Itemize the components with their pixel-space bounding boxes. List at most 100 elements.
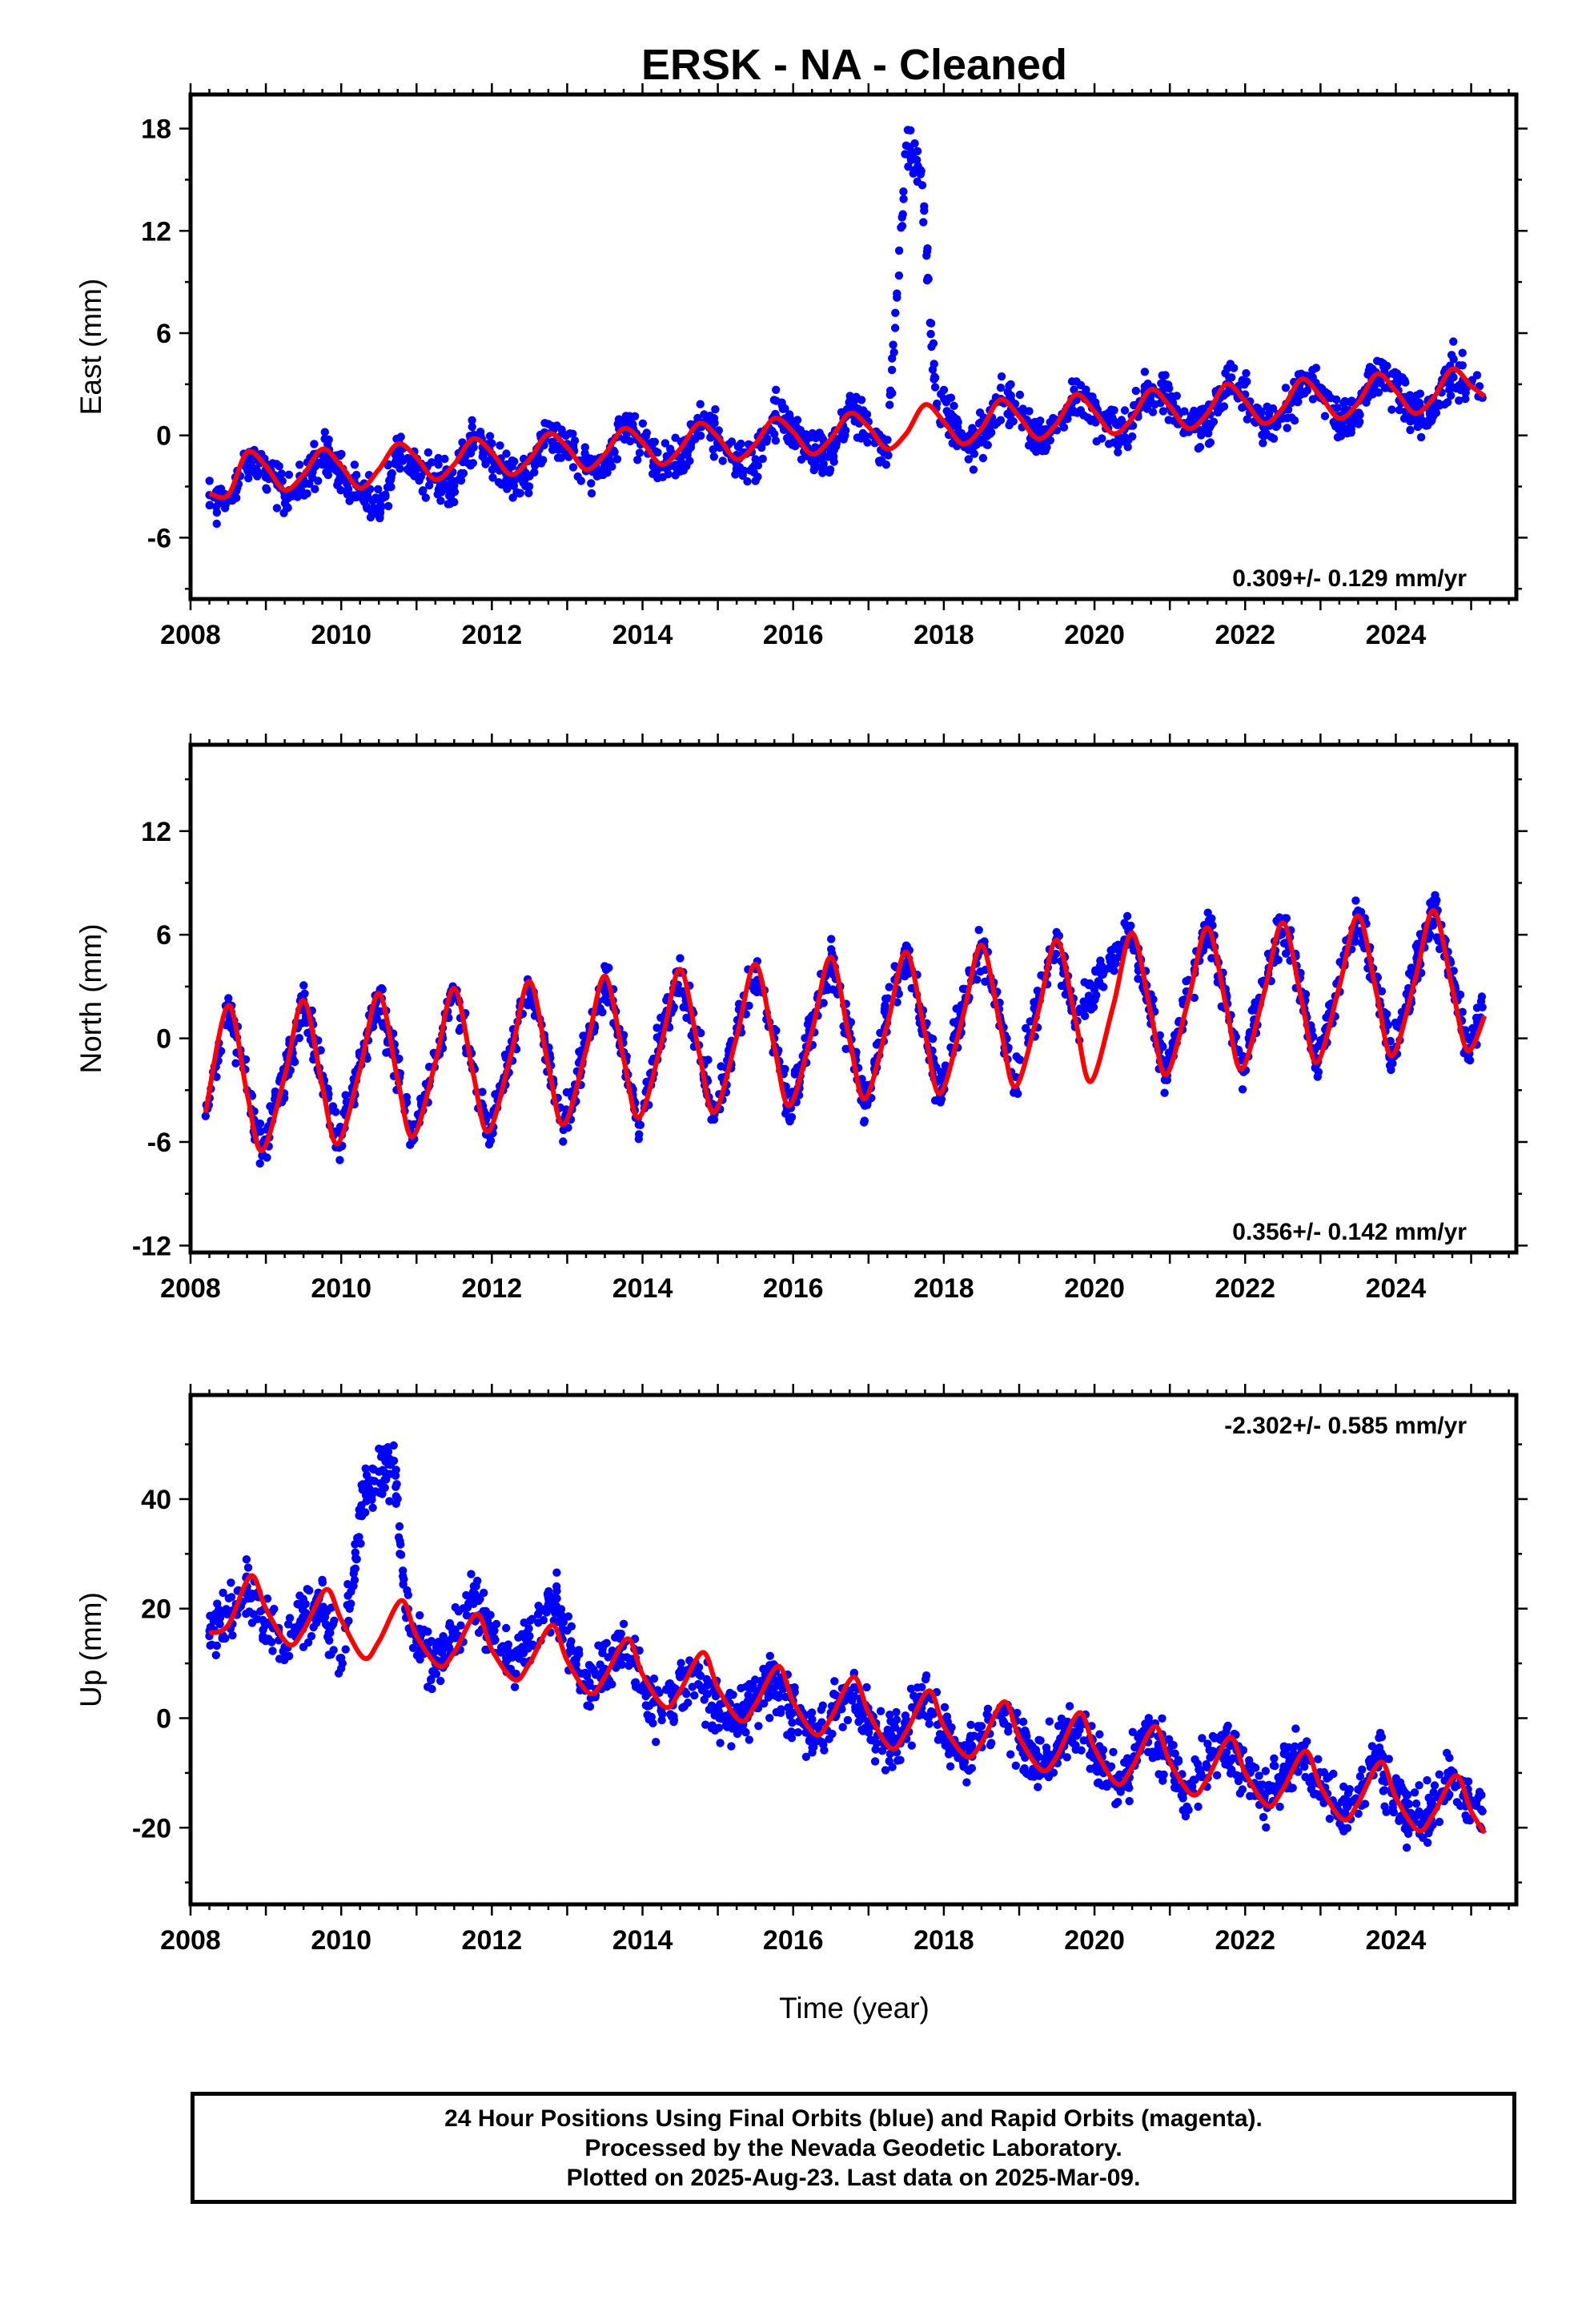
east-y-tick-label: 0 <box>156 421 171 452</box>
up-point <box>1170 1749 1179 1758</box>
up-point <box>1430 1781 1439 1790</box>
east-point <box>1458 361 1468 370</box>
east-point <box>1323 389 1333 399</box>
north-point <box>745 1001 753 1011</box>
east-point <box>891 308 900 317</box>
up-point <box>1202 1760 1211 1769</box>
north-x-tick-label: 2008 <box>160 1273 221 1304</box>
up-point <box>558 1625 567 1634</box>
east-point <box>568 429 577 438</box>
east-point <box>1281 384 1291 392</box>
north-point <box>299 981 308 990</box>
up-point <box>350 1565 359 1574</box>
up-point <box>510 1683 520 1691</box>
up-point <box>1261 1767 1271 1775</box>
up-point <box>318 1578 327 1587</box>
east-point <box>1332 395 1341 404</box>
up-point <box>885 1749 895 1759</box>
up-point <box>1355 1772 1365 1781</box>
east-point <box>468 422 476 432</box>
up-point <box>1452 1798 1462 1807</box>
east-point <box>1216 404 1226 413</box>
east-point <box>899 195 908 203</box>
up-point <box>391 1492 400 1501</box>
north-point <box>1464 1055 1472 1063</box>
east-point <box>658 472 668 481</box>
east-point <box>671 433 680 442</box>
north-y-tick-label: 12 <box>141 817 171 847</box>
east-point <box>930 372 939 381</box>
up-point <box>367 1491 376 1500</box>
north-point <box>341 1091 350 1100</box>
east-point <box>1368 390 1377 399</box>
chart-title: ERSK - NA - Cleaned <box>641 41 1067 89</box>
north-point <box>1432 933 1441 942</box>
up-point <box>350 1575 359 1585</box>
up-point <box>1042 1748 1051 1757</box>
east-point <box>906 126 915 135</box>
north-point <box>1351 937 1360 947</box>
east-point <box>1423 421 1432 430</box>
east-point <box>1161 381 1170 391</box>
east-point <box>886 386 895 395</box>
east-point <box>263 472 271 482</box>
east-point <box>894 271 904 280</box>
east-point <box>272 504 282 513</box>
up-point <box>876 1707 885 1715</box>
east-point <box>1223 388 1231 398</box>
east-point <box>797 455 806 464</box>
north-point <box>1094 979 1102 988</box>
east-point <box>464 459 473 468</box>
east-point <box>982 440 991 449</box>
up-point <box>395 1522 404 1531</box>
east-panel: 2008 2010 2012 2014 2016 2018 2020 2022 20241812… <box>74 83 1528 650</box>
east-point <box>939 385 949 395</box>
north-point <box>753 987 761 997</box>
north-point <box>1134 975 1142 983</box>
east-point <box>421 493 430 502</box>
north-x-tick-label: 2016 <box>763 1273 824 1304</box>
up-point <box>502 1623 511 1633</box>
up-point <box>602 1638 611 1647</box>
up-point <box>1291 1724 1300 1733</box>
east-point <box>1333 432 1343 442</box>
up-point <box>305 1586 314 1595</box>
up-point <box>1379 1787 1388 1795</box>
north-point <box>1083 996 1093 1005</box>
east-point <box>1205 424 1215 432</box>
north-point <box>1106 963 1115 971</box>
up-point <box>1300 1741 1309 1750</box>
up-point <box>454 1607 464 1616</box>
east-point <box>887 365 897 375</box>
up-point <box>817 1718 826 1727</box>
east-point <box>587 489 596 498</box>
up-point <box>474 1628 484 1638</box>
east-point <box>857 396 866 404</box>
up-point <box>1389 1807 1399 1817</box>
east-point <box>1006 412 1015 420</box>
east-point <box>396 452 404 460</box>
up-positions-series <box>205 1441 1487 1852</box>
up-point <box>962 1778 971 1787</box>
east-point <box>737 439 745 448</box>
north-plot-area <box>201 891 1488 1168</box>
east-point <box>1267 404 1275 413</box>
east-point <box>982 432 992 440</box>
east-point <box>817 463 825 472</box>
east-point <box>1204 439 1214 448</box>
east-point <box>913 177 922 186</box>
east-point <box>633 456 642 464</box>
up-point <box>456 1621 465 1630</box>
east-point <box>1458 348 1467 357</box>
east-point <box>1172 392 1182 400</box>
up-point <box>211 1651 220 1659</box>
east-point <box>897 223 905 232</box>
east-point <box>630 412 640 420</box>
north-point <box>1190 993 1199 1003</box>
up-point <box>616 1629 625 1638</box>
east-point <box>727 437 737 446</box>
east-point <box>1123 443 1132 452</box>
east-point <box>1283 413 1292 423</box>
east-point <box>642 428 651 437</box>
east-point <box>488 473 497 482</box>
